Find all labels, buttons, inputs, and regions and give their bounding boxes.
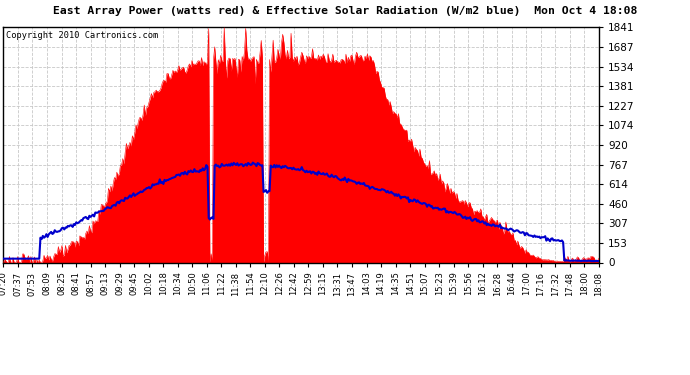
Text: East Array Power (watts red) & Effective Solar Radiation (W/m2 blue)  Mon Oct 4 : East Array Power (watts red) & Effective… — [53, 6, 637, 16]
Text: Copyright 2010 Cartronics.com: Copyright 2010 Cartronics.com — [6, 31, 159, 40]
